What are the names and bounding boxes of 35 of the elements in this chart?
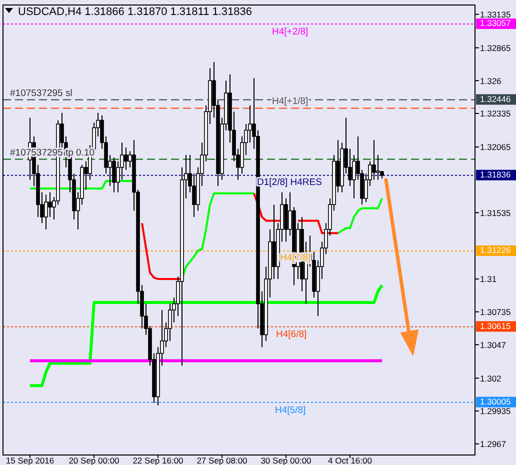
candlestick [48, 192, 52, 218]
chart-title: USDCAD,H4 1.31866 1.31870 1.31811 1.31836 [18, 6, 252, 18]
y-tick-label: 1.30735 [480, 307, 511, 318]
candlestick [112, 156, 116, 193]
y-tick-label: 1.32865 [480, 43, 511, 54]
candlestick [376, 154, 380, 180]
x-tick-label: 15 Sep 2016 [6, 455, 54, 465]
annotation: H4[6/8] [276, 329, 307, 340]
x-tick-label: 30 Sep 00:00 [260, 455, 312, 465]
x-tick-label: 4 Oct 16:00 [328, 455, 372, 465]
candlestick [44, 194, 48, 230]
x-tick-label: 27 Sep 08:00 [196, 455, 248, 465]
x-tick-label: 20 Sep 00:00 [68, 455, 120, 465]
candlestick [372, 140, 376, 180]
annotation: #107537295 sl [10, 88, 72, 100]
y-tick-label: 1.32065 [480, 142, 511, 152]
annotation: H4[5/8] [275, 404, 306, 416]
ref-line-label: 1.30005 [480, 396, 511, 407]
y-tick-label: 1.33135 [480, 10, 511, 20]
candlestick [124, 147, 128, 170]
y-tick-label: 1.326 [480, 76, 502, 86]
ref-line-label: 1.31836 [480, 170, 511, 180]
y-tick-label: 1.2967 [480, 439, 506, 450]
y-tick-label: 1.3047 [480, 340, 506, 350]
y-tick-label: 1.31535 [480, 208, 511, 218]
y-tick-label: 1.32335 [480, 108, 511, 119]
ref-line-label: 1.30615 [480, 320, 511, 331]
annotation: H4[+2/8] [272, 26, 308, 38]
x-tick-label: 22 Sep 16:00 [132, 455, 184, 465]
y-tick-label: 1.31 [480, 274, 497, 284]
ref-line-label: 1.32446 [480, 94, 511, 104]
y-tick-label: 1.302 [480, 373, 502, 384]
ref-line-label: 1.31226 [480, 245, 511, 256]
y-tick-label: 1.29935 [480, 406, 511, 416]
ref-line-label: 1.33057 [480, 18, 511, 28]
